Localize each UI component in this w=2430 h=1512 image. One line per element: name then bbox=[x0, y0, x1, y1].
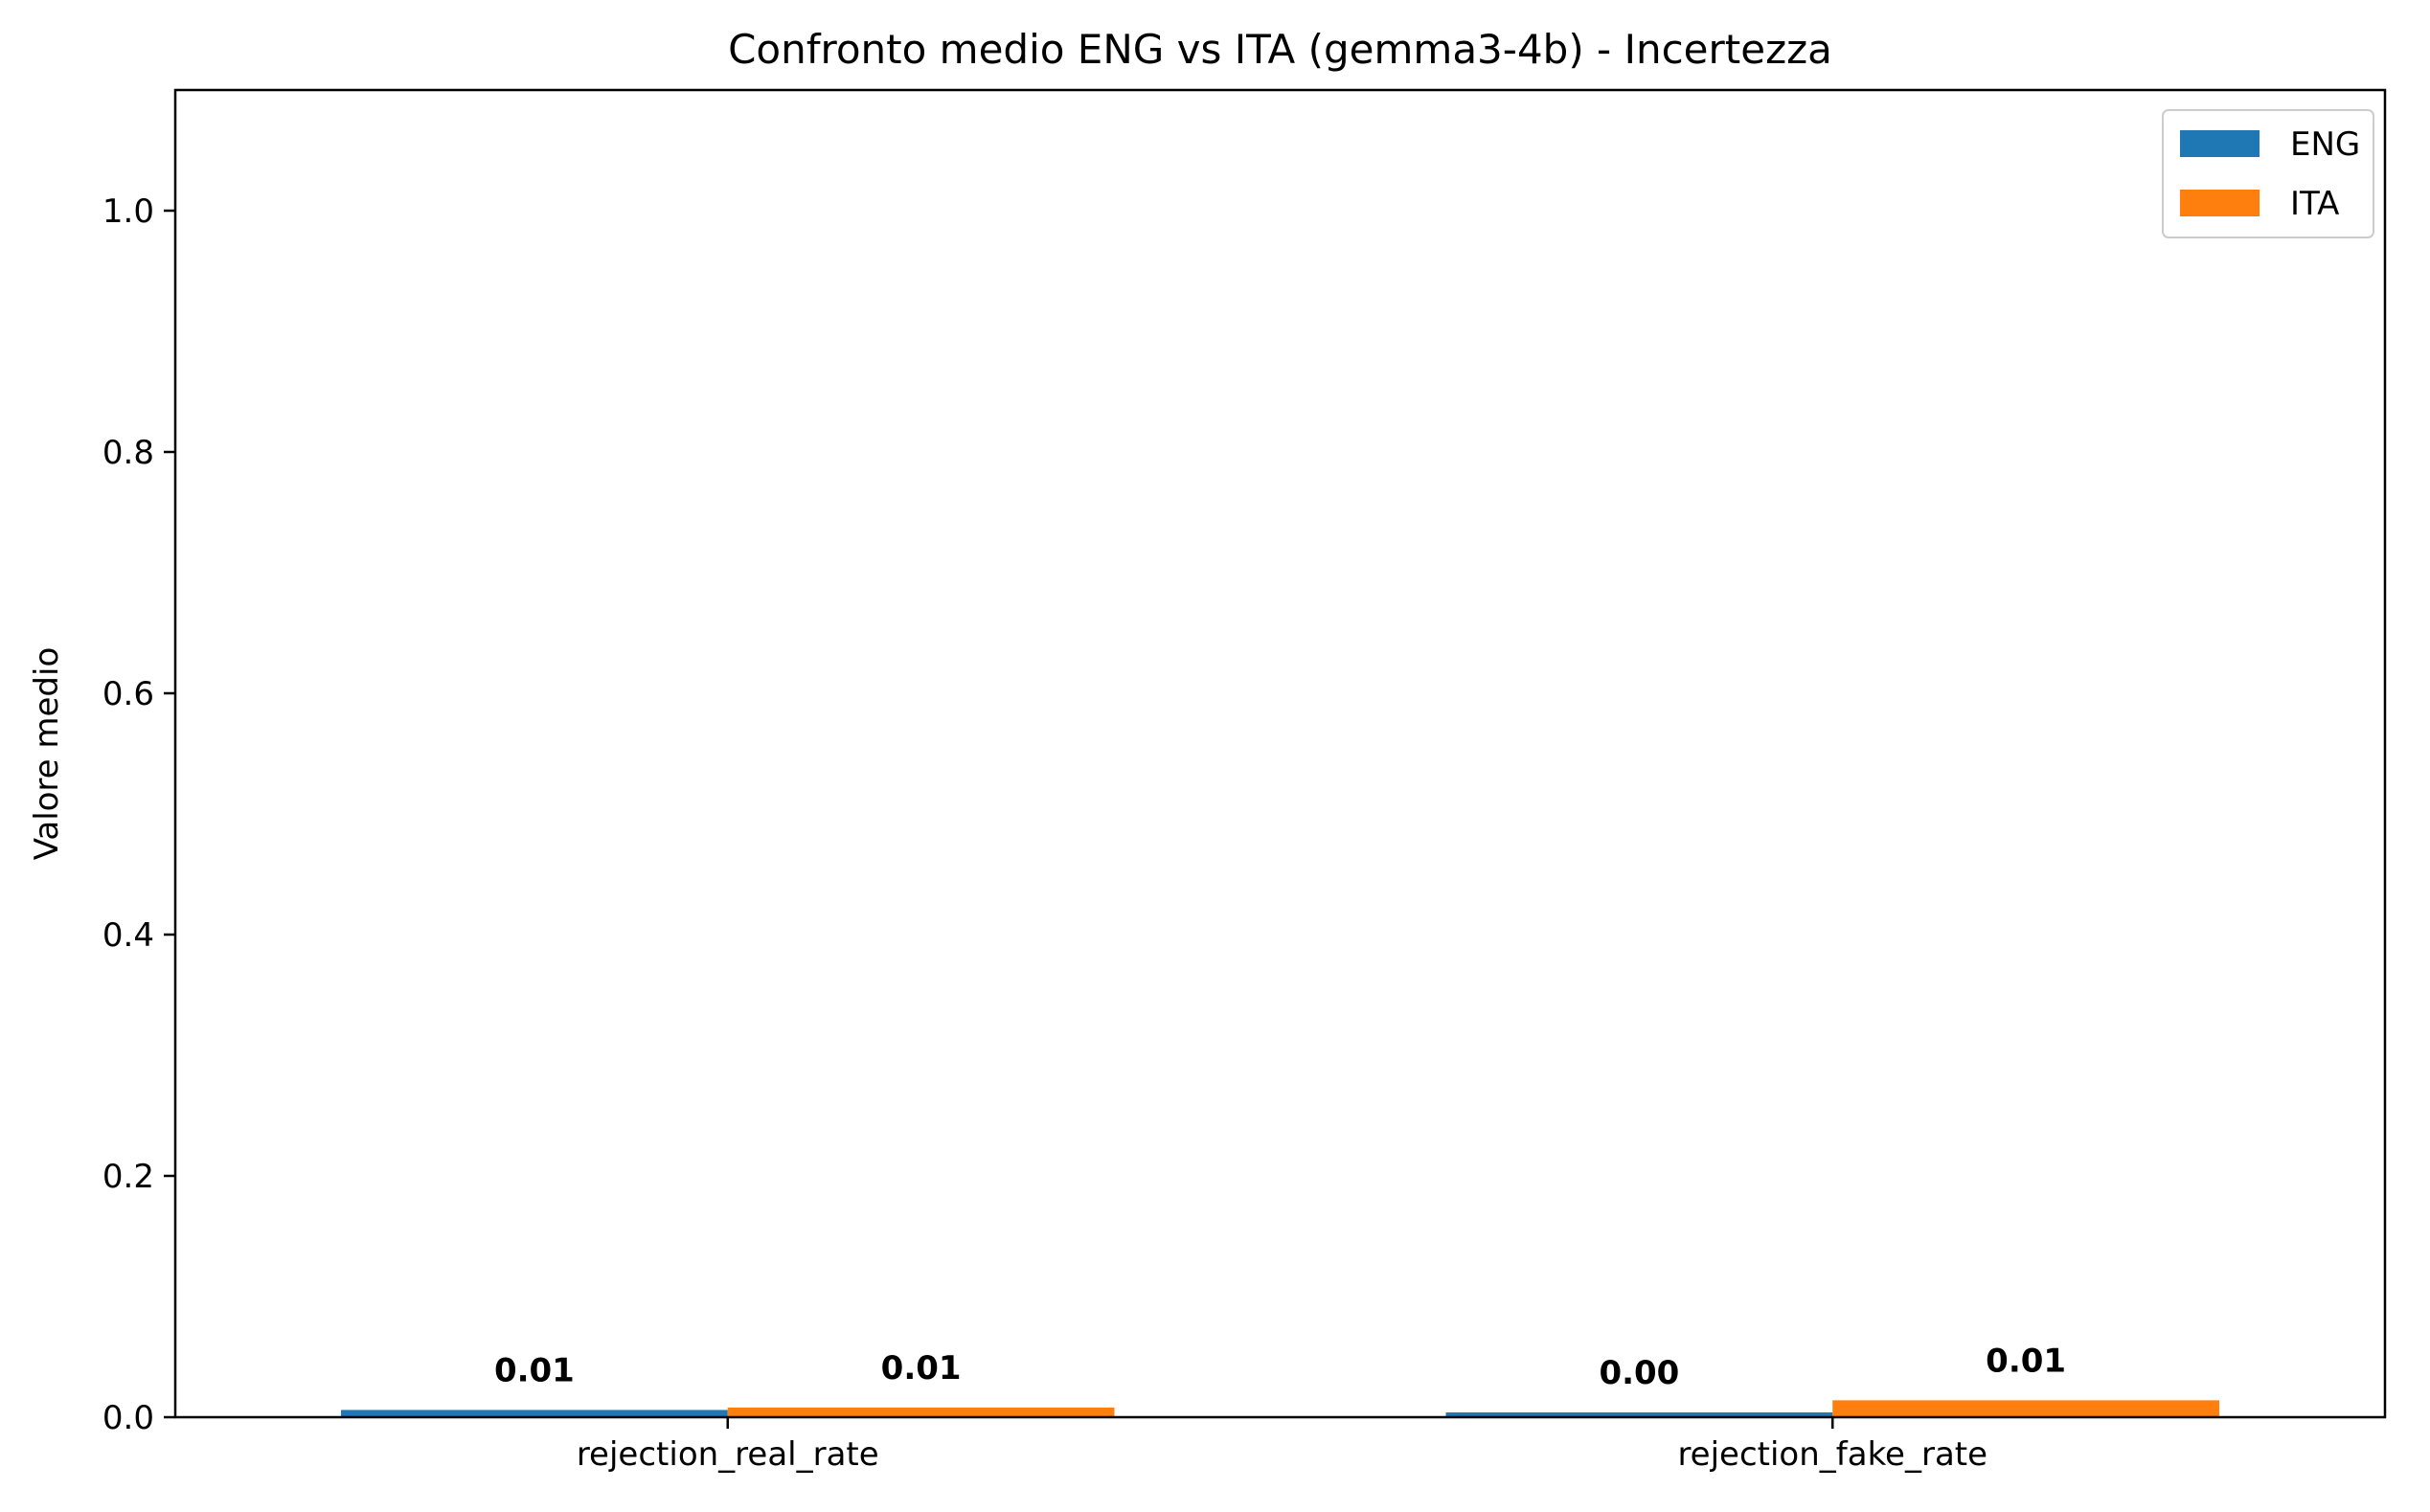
y-tick-label: 0.8 bbox=[102, 434, 154, 472]
bar-ita bbox=[1832, 1400, 2219, 1417]
y-tick-label: 1.0 bbox=[102, 192, 154, 231]
chart-title: Confronto medio ENG vs ITA (gemma3-4b) -… bbox=[728, 26, 1832, 73]
bar-value-label: 0.00 bbox=[1599, 1354, 1679, 1392]
x-axis-ticks: rejection_real_rate rejection_fake_rate bbox=[577, 1417, 1987, 1474]
y-tick-label: 0.4 bbox=[102, 916, 154, 955]
legend-label-ita: ITA bbox=[2290, 185, 2339, 223]
x-tick-label: rejection_fake_rate bbox=[1677, 1435, 1987, 1474]
bars-group bbox=[341, 1400, 2219, 1417]
bar-labels-group: 0.01 0.01 0.00 0.01 bbox=[494, 1342, 2066, 1392]
legend-swatch-ita bbox=[2180, 190, 2260, 216]
y-tick-label: 0.2 bbox=[102, 1158, 154, 1196]
bar-eng bbox=[1445, 1411, 1833, 1417]
bar-ita bbox=[727, 1407, 1115, 1417]
y-axis-ticks: 0.0 0.2 0.4 0.6 0.8 1.0 bbox=[102, 192, 175, 1437]
y-axis-label: Valore medio bbox=[28, 647, 66, 861]
legend-swatch-eng bbox=[2180, 130, 2260, 157]
legend-label-eng: ENG bbox=[2290, 125, 2360, 164]
bar-value-label: 0.01 bbox=[1986, 1342, 2066, 1380]
y-tick-label: 0.0 bbox=[102, 1399, 154, 1437]
plot-frame bbox=[173, 88, 2387, 1419]
bar-value-label: 0.01 bbox=[881, 1349, 962, 1388]
x-tick-label: rejection_real_rate bbox=[577, 1435, 879, 1474]
bar-eng bbox=[341, 1410, 728, 1417]
bar-value-label: 0.01 bbox=[494, 1351, 575, 1389]
legend: ENG ITA bbox=[2162, 109, 2374, 238]
y-tick-label: 0.6 bbox=[102, 675, 154, 713]
